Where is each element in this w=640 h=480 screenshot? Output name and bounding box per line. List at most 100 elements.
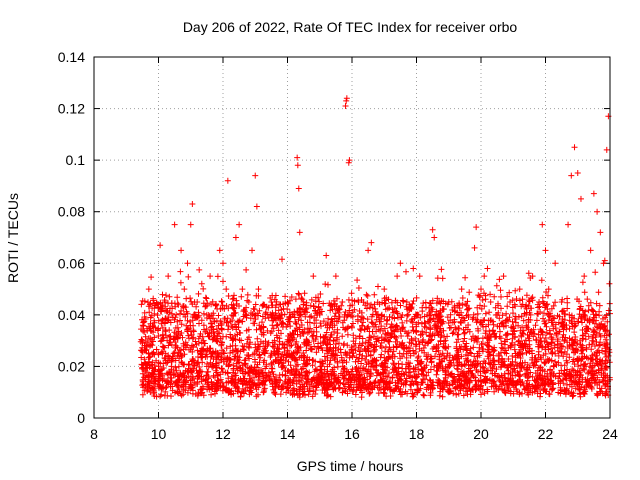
data-point [155,363,162,370]
data-point [465,311,472,318]
data-point [410,265,417,272]
data-point [232,234,239,241]
data-point [374,311,381,318]
data-point [294,162,301,169]
x-tick-label: 18 [409,426,425,442]
data-point [249,247,256,254]
x-tick-label: 8 [90,426,98,442]
data-points [137,95,613,401]
data-point [271,337,278,344]
data-point [442,337,449,344]
data-point [500,273,507,280]
data-point [516,286,523,293]
data-point [365,247,372,254]
data-point [581,273,588,280]
data-point [229,324,236,331]
y-tick-label: 0.1 [66,152,86,168]
data-point [216,247,223,254]
data-point [242,311,249,318]
data-point [213,337,220,344]
y-tick-label: 0.04 [58,307,85,323]
data-point [149,350,156,357]
data-point [603,146,610,153]
data-point [181,286,188,293]
data-point [284,298,291,305]
data-point [510,324,517,331]
data-point [245,298,252,305]
data-point [296,229,303,236]
data-point [258,324,265,331]
y-tick-label: 0.14 [58,49,85,65]
data-point [536,298,543,305]
data-point [171,221,178,228]
data-point [600,260,607,267]
data-point [507,298,514,305]
x-tick-label: 10 [151,426,167,442]
data-point [255,286,262,293]
data-point [165,273,172,280]
data-point [494,311,501,318]
data-point [343,97,350,104]
data-point [416,273,423,280]
data-point [190,311,197,318]
data-point [332,273,339,280]
chart-title: Day 206 of 2022, Rate Of TEC Index for r… [183,19,518,35]
x-tick-label: 16 [344,426,360,442]
data-point [594,208,601,215]
data-point [236,221,243,228]
data-point [523,311,530,318]
data-point [203,311,210,318]
data-point [436,298,443,305]
data-point [194,298,201,305]
x-tick-label: 12 [215,426,231,442]
axis-ticks: 8 10 12 14 16 18 20 22 24 0 0.02 0.04 0.06 0.08 0.1 0.1… [58,49,618,442]
data-point [316,311,323,318]
data-point [207,273,214,280]
data-point [394,273,401,280]
data-point [168,363,175,370]
data-point [346,157,353,164]
data-point [326,324,333,331]
data-point [545,286,552,293]
data-point [310,273,317,280]
data-point [355,298,362,305]
data-point [403,298,410,305]
y-tick-label: 0.06 [58,255,85,271]
data-point [471,244,478,251]
data-point [571,144,578,151]
data-point [577,195,584,202]
data-point [139,337,146,344]
data-point [200,337,207,344]
data-point [413,311,420,318]
data-point [178,247,185,254]
data-point [145,286,152,293]
data-point [339,298,346,305]
data-point [161,298,168,305]
x-tick-label: 24 [602,426,618,442]
x-tick-label: 22 [538,426,554,442]
data-point [478,286,484,293]
plot-frame [93,56,611,419]
data-point [587,247,594,254]
data-point [184,260,191,267]
data-point [342,102,349,109]
data-point [278,311,285,318]
data-point [452,324,459,331]
data-point [343,95,350,102]
y-axis-label: ROTI / TECUs [5,193,21,283]
data-point [487,298,494,305]
data-point [174,324,181,331]
data-point [197,350,204,357]
data-point [287,337,294,344]
data-point [239,286,246,293]
x-axis-label: GPS time / hours [297,458,404,474]
data-point [423,324,430,331]
data-point [220,260,226,267]
data-point [268,298,275,305]
data-point [368,239,375,246]
data-point [345,159,352,166]
data-point [387,324,394,331]
data-point [252,172,259,179]
data-point [397,260,404,267]
